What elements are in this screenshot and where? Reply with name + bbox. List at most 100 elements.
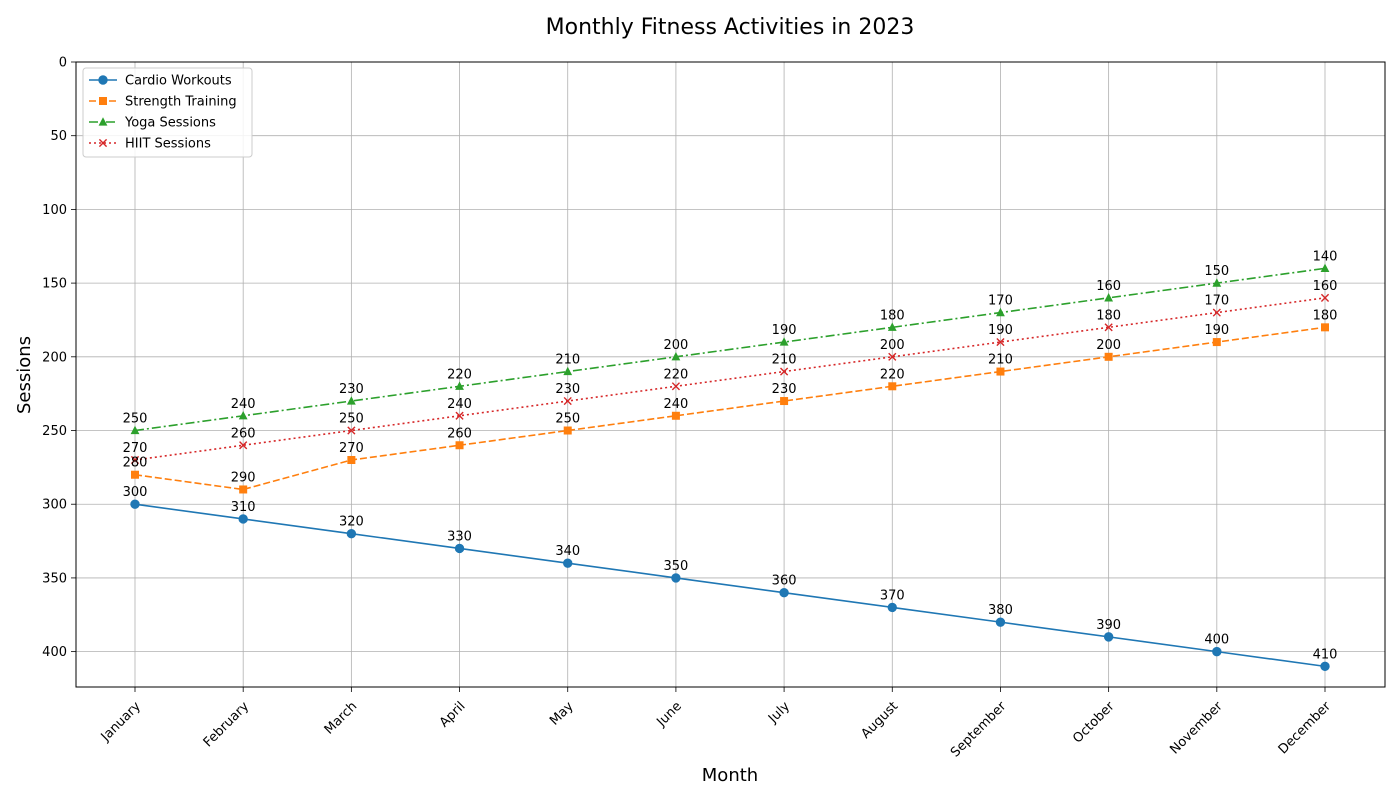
data-label: 180 bbox=[1313, 308, 1338, 323]
series-line bbox=[134, 267, 1326, 432]
x-tick-label: October bbox=[1070, 699, 1118, 747]
data-label: 300 bbox=[123, 485, 148, 500]
x-marker-stroke bbox=[98, 138, 108, 148]
x-marker-stroke bbox=[455, 411, 464, 420]
y-tick-label: 300 bbox=[42, 498, 67, 513]
data-point bbox=[563, 396, 572, 406]
x-marker-stroke bbox=[996, 337, 1005, 347]
data-label: 230 bbox=[339, 382, 364, 397]
data-label: 290 bbox=[231, 470, 256, 485]
data-point bbox=[996, 307, 1005, 317]
data-label: 210 bbox=[988, 353, 1013, 368]
y-tick-label: 200 bbox=[42, 350, 67, 365]
data-label: 350 bbox=[663, 559, 688, 574]
x-axis-ticks: January February March April May June July Augu… bbox=[98, 687, 1335, 761]
data-label: 200 bbox=[880, 338, 905, 353]
data-point bbox=[239, 485, 248, 494]
x-tick-label: March bbox=[322, 699, 361, 738]
data-point bbox=[1320, 661, 1330, 672]
data-point bbox=[455, 411, 464, 420]
x-tick-label: September bbox=[948, 699, 1010, 761]
legend-entry: HIIT Sessions bbox=[89, 137, 211, 152]
data-label: 210 bbox=[772, 353, 797, 368]
data-label: 400 bbox=[1204, 633, 1229, 648]
data-point bbox=[346, 396, 356, 405]
legend-box: Cardio Workouts Strength Training Yoga Ses… bbox=[82, 67, 253, 158]
data-label: 340 bbox=[555, 544, 580, 559]
series-cardio-workouts bbox=[130, 499, 1330, 672]
x-tick-label: December bbox=[1276, 699, 1335, 758]
data-point bbox=[455, 441, 464, 450]
data-point bbox=[780, 397, 789, 406]
data-point bbox=[347, 426, 356, 435]
data-label: 170 bbox=[1204, 294, 1229, 309]
data-label: 250 bbox=[555, 412, 580, 427]
x-tick-label: June bbox=[654, 699, 685, 730]
x-axis-label: Month bbox=[702, 765, 758, 786]
data-label: 220 bbox=[880, 367, 905, 382]
data-point bbox=[563, 366, 573, 376]
data-labels: 3003103203303403503603703803904004102802… bbox=[123, 249, 1338, 662]
legend-marker bbox=[98, 117, 108, 126]
legend-marker bbox=[99, 97, 107, 105]
data-label: 220 bbox=[663, 367, 688, 382]
legend-marker bbox=[98, 138, 108, 148]
legend-label: Cardio Workouts bbox=[125, 74, 232, 89]
data-label: 190 bbox=[1204, 323, 1229, 338]
data-label: 200 bbox=[1096, 338, 1121, 353]
data-label: 140 bbox=[1313, 249, 1338, 264]
plot-frame bbox=[75, 61, 1386, 688]
data-label: 240 bbox=[231, 397, 256, 412]
data-point bbox=[347, 455, 356, 464]
data-label: 230 bbox=[772, 382, 797, 397]
y-tick-label: 400 bbox=[42, 645, 67, 660]
data-label: 250 bbox=[339, 412, 364, 427]
data-label: 320 bbox=[339, 515, 364, 530]
x-marker-stroke bbox=[779, 367, 789, 376]
data-point bbox=[671, 573, 681, 583]
x-marker-stroke bbox=[239, 441, 248, 450]
data-label: 170 bbox=[988, 294, 1013, 309]
data-label: 250 bbox=[123, 412, 148, 427]
data-point bbox=[671, 411, 680, 420]
legend-entry: Strength Training bbox=[89, 95, 237, 110]
data-label: 210 bbox=[555, 353, 580, 368]
data-point bbox=[563, 426, 572, 435]
data-point bbox=[779, 367, 789, 376]
data-point bbox=[671, 352, 681, 361]
x-marker-stroke bbox=[130, 455, 140, 465]
data-point bbox=[130, 455, 140, 465]
data-label: 160 bbox=[1313, 279, 1338, 294]
data-label: 380 bbox=[988, 603, 1013, 618]
x-marker-stroke bbox=[888, 352, 897, 361]
legend-entry: Yoga Sessions bbox=[89, 116, 216, 131]
y-tick-label: 150 bbox=[42, 277, 67, 292]
data-label: 150 bbox=[1204, 264, 1229, 279]
series-line bbox=[134, 503, 1326, 668]
data-point bbox=[1212, 278, 1222, 287]
x-tick-label: January bbox=[98, 699, 144, 745]
data-label: 200 bbox=[663, 338, 688, 353]
y-tick-label: 250 bbox=[42, 424, 67, 439]
data-point bbox=[671, 382, 681, 391]
data-point bbox=[779, 337, 789, 346]
data-label: 270 bbox=[123, 441, 148, 456]
data-label: 220 bbox=[447, 367, 472, 382]
data-point bbox=[887, 602, 897, 613]
x-marker-stroke bbox=[563, 396, 572, 406]
data-point bbox=[888, 352, 897, 361]
grid-lines bbox=[76, 61, 1385, 687]
data-point bbox=[995, 617, 1006, 627]
data-label: 190 bbox=[988, 323, 1013, 338]
data-label: 190 bbox=[772, 323, 797, 338]
data-label: 390 bbox=[1096, 618, 1121, 633]
chart-title: Monthly Fitness Activities in 2023 bbox=[546, 15, 915, 40]
legend-frame bbox=[82, 67, 253, 158]
data-label: 280 bbox=[123, 456, 148, 471]
data-point bbox=[454, 543, 465, 554]
data-point bbox=[455, 381, 464, 390]
data-point bbox=[1104, 352, 1113, 361]
x-tick-label: February bbox=[201, 699, 253, 751]
data-label: 260 bbox=[231, 426, 256, 441]
